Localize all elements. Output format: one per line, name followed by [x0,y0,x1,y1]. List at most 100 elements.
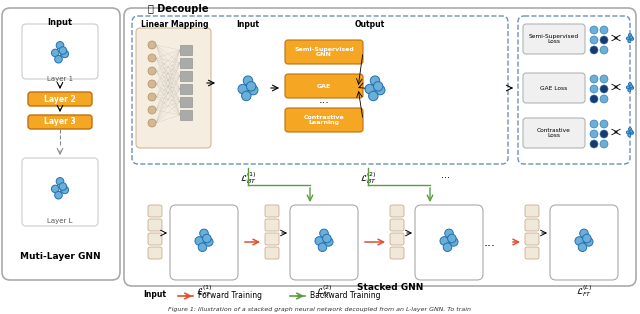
FancyBboxPatch shape [525,247,539,259]
FancyBboxPatch shape [265,205,279,217]
Circle shape [628,83,632,85]
FancyBboxPatch shape [148,205,162,217]
Text: Layer 2: Layer 2 [44,95,76,104]
FancyBboxPatch shape [22,24,98,79]
FancyBboxPatch shape [523,118,585,148]
FancyBboxPatch shape [148,219,162,231]
Circle shape [580,229,588,238]
Circle shape [584,238,593,246]
Circle shape [630,37,634,40]
Circle shape [365,84,374,94]
Circle shape [59,47,67,54]
Circle shape [627,37,629,40]
FancyBboxPatch shape [28,92,92,106]
Circle shape [54,192,62,199]
FancyBboxPatch shape [390,247,404,259]
FancyBboxPatch shape [523,24,585,54]
Text: Contrastive
Learning: Contrastive Learning [303,115,344,125]
Circle shape [243,76,253,85]
Circle shape [630,131,634,134]
Circle shape [51,49,59,57]
Circle shape [246,82,256,91]
Bar [180,45,192,55]
FancyBboxPatch shape [285,74,363,98]
Circle shape [627,86,629,89]
Text: Muti-Layer GNN: Muti-Layer GNN [20,252,100,261]
Circle shape [600,140,608,148]
FancyBboxPatch shape [390,219,404,231]
Circle shape [54,55,62,63]
Circle shape [628,134,631,137]
Bar [180,110,192,120]
Circle shape [590,75,598,83]
FancyBboxPatch shape [525,205,539,217]
Circle shape [445,229,453,238]
FancyBboxPatch shape [132,16,508,164]
Circle shape [324,238,333,246]
Circle shape [56,177,64,185]
Text: Backward Training: Backward Training [310,291,381,300]
Circle shape [447,234,456,243]
Circle shape [630,85,633,88]
FancyBboxPatch shape [148,233,162,245]
Text: Output: Output [355,20,385,29]
Circle shape [376,85,385,95]
Text: Input: Input [143,290,166,299]
FancyBboxPatch shape [136,28,211,148]
Circle shape [628,89,631,92]
Circle shape [238,84,248,94]
Circle shape [315,237,324,245]
Circle shape [590,36,598,44]
Circle shape [590,46,598,54]
FancyBboxPatch shape [265,219,279,231]
FancyBboxPatch shape [124,8,636,286]
Circle shape [600,75,608,83]
Circle shape [590,85,598,93]
Text: Layer L: Layer L [47,218,73,224]
Text: Contrastive
Loss: Contrastive Loss [537,127,571,138]
Text: Layer 3: Layer 3 [44,117,76,127]
Circle shape [203,234,211,243]
Circle shape [449,238,458,246]
Text: $\mathcal{L}_{FT}^{(1)}$: $\mathcal{L}_{FT}^{(1)}$ [196,283,212,299]
Circle shape [440,237,449,245]
Text: ...: ... [484,236,496,248]
Circle shape [51,185,59,193]
Circle shape [373,82,383,91]
Text: $\mathcal{L}_{BT}^{(2)}$: $\mathcal{L}_{BT}^{(2)}$ [360,170,376,186]
FancyBboxPatch shape [523,73,585,103]
Circle shape [61,186,68,194]
Text: ...: ... [319,95,330,105]
Text: 🧩 Decouple: 🧩 Decouple [148,4,209,14]
Circle shape [575,237,584,245]
FancyBboxPatch shape [22,158,98,226]
FancyBboxPatch shape [265,233,279,245]
Circle shape [627,131,629,134]
Circle shape [61,50,68,58]
FancyBboxPatch shape [148,247,162,259]
Circle shape [628,127,632,131]
Text: Linear Mapping: Linear Mapping [141,20,209,29]
Circle shape [600,26,608,34]
Circle shape [444,243,452,252]
Text: Forward Training: Forward Training [198,291,262,300]
FancyBboxPatch shape [525,219,539,231]
Text: ...: ... [440,170,449,180]
FancyBboxPatch shape [390,233,404,245]
Circle shape [369,91,378,101]
Text: Figure 1: Illustration of a stacked graph neural network decoupled from an L-lay: Figure 1: Illustration of a stacked grap… [168,307,472,312]
Bar [180,97,192,107]
Text: Input: Input [47,18,72,27]
FancyBboxPatch shape [518,16,630,164]
Text: $\mathcal{L}_{FT}^{(L)}$: $\mathcal{L}_{FT}^{(L)}$ [576,283,592,299]
Circle shape [59,183,67,190]
Circle shape [371,76,380,85]
Circle shape [318,243,327,252]
Text: GAE: GAE [317,84,331,89]
Text: Semi-Supervised
Loss: Semi-Supervised Loss [529,34,579,44]
FancyBboxPatch shape [415,205,483,280]
Circle shape [600,130,608,138]
Circle shape [600,85,608,93]
FancyBboxPatch shape [285,40,363,64]
Text: GAE Loss: GAE Loss [540,85,568,90]
